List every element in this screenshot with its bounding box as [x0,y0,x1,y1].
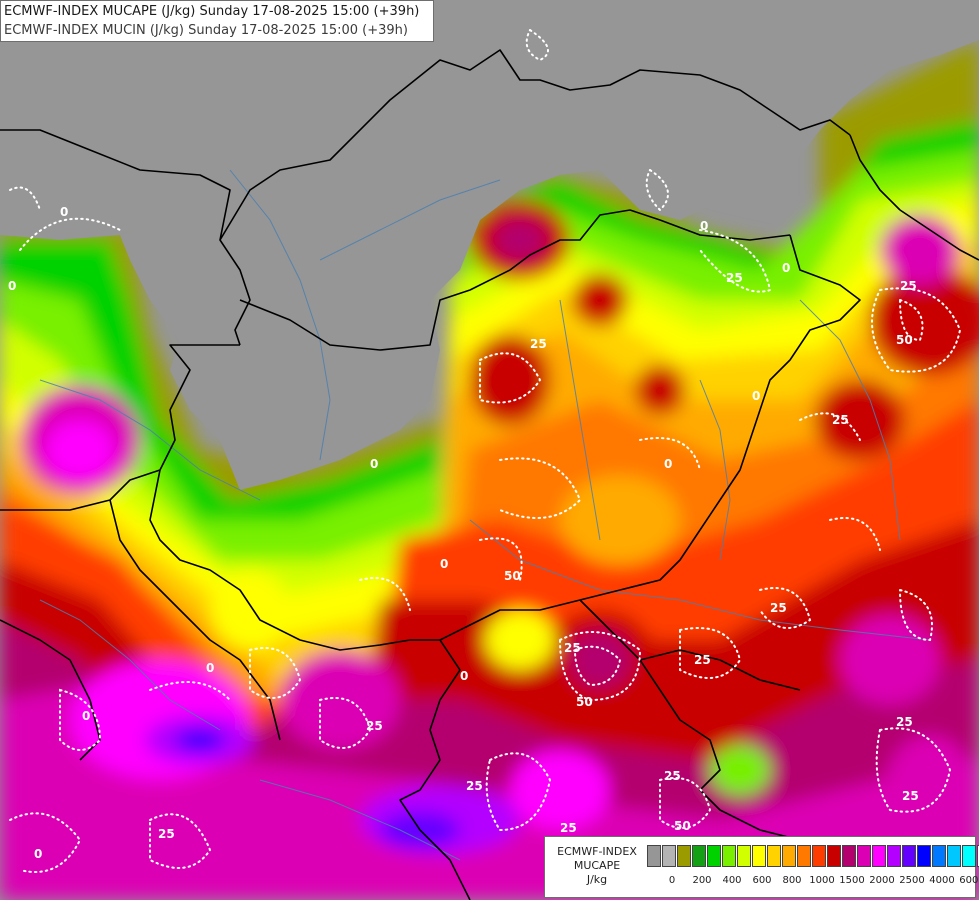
color-legend: ECMWF-INDEX MUCAPE J/kg 0 200 400 600 800 100… [544,836,979,898]
legend-swatch [722,845,736,867]
mucape-title: ECMWF-INDEX MUCAPE (J/kg) Sunday 17-08-2… [4,4,420,19]
legend-swatch [782,845,796,867]
cin-label: 25 [832,413,849,427]
cin-label: 0 [82,709,90,723]
cin-label: 0 [206,661,214,675]
legend-tick-label: 2500 [899,875,925,886]
legend-swatch [812,845,826,867]
legend-title-variable: MUCAPE [573,859,621,872]
legend-title: ECMWF-INDEX MUCAPE J/kg [549,845,645,887]
cin-label: 0 [8,279,16,293]
legend-swatch [737,845,751,867]
legend-swatch [797,845,811,867]
cin-label: 25 [694,653,711,667]
cin-label: 50 [504,569,521,583]
legend-swatch [902,845,916,867]
cin-label: 0 [700,219,708,233]
legend-swatch [872,845,886,867]
legend-unit: J/kg [586,873,608,886]
legend-tick-labels: 0 200 400 600 800 1000 1500 2000 2500 4000 6000 [647,875,979,889]
legend-swatch [767,845,781,867]
legend-swatch [947,845,961,867]
legend-swatch [752,845,766,867]
legend-swatch [707,845,721,867]
cin-label: 0 [782,261,790,275]
cin-contours [9,29,962,873]
cin-label: 25 [564,641,581,655]
cin-label: 0 [752,389,760,403]
legend-swatch [842,845,856,867]
legend-swatch [887,845,901,867]
legend-tick-label: 200 [692,875,712,886]
cin-label: 0 [460,669,468,683]
cin-label: 0 [60,205,68,219]
legend-tick-label: 400 [722,875,742,886]
rivers [39,169,931,861]
cin-label: 25 [896,715,913,729]
map-title-box: ECMWF-INDEX MUCAPE (J/kg) Sunday 17-08-2… [0,0,434,42]
mucin-title: ECMWF-INDEX MUCIN (J/kg) Sunday 17-08-20… [4,23,408,38]
cin-labels: 0 0 0 0 0 0 0 0 0 0 0 0 25 25 25 25 25 2… [8,205,919,861]
cin-label: 0 [34,847,42,861]
cin-label: 25 [158,827,175,841]
legend-swatch [932,845,946,867]
cin-label: 25 [726,271,743,285]
legend-swatch [647,845,661,867]
cin-label: 50 [674,819,691,833]
legend-title-model: ECMWF-INDEX [557,845,637,858]
legend-swatch [977,845,979,867]
legend-swatch [677,845,691,867]
cin-label: 0 [664,457,672,471]
legend-tick-label: 800 [782,875,802,886]
cin-label: 25 [770,601,787,615]
legend-swatch [857,845,871,867]
legend-swatch [662,845,676,867]
legend-swatch [917,845,931,867]
nodata-pannonian [120,70,600,490]
cin-label: 0 [370,457,378,471]
legend-tick-label: 600 [752,875,772,886]
legend-swatch [827,845,841,867]
cin-label: 25 [900,279,917,293]
cin-label: 0 [440,557,448,571]
legend-tick-label: 1000 [809,875,835,886]
cin-label: 25 [902,789,919,803]
legend-tick-label: 4000 [929,875,955,886]
legend-swatch [692,845,706,867]
legend-tick-label: 6000 [959,875,979,886]
cin-label: 25 [560,821,577,835]
cin-label: 25 [466,779,483,793]
country-borders [0,49,979,900]
legend-tick-label: 0 [668,875,676,886]
legend-tick-label: 2000 [869,875,895,886]
cin-label: 25 [664,769,681,783]
nodata-north [0,0,979,240]
legend-swatch [962,845,976,867]
cin-label: 50 [576,695,593,709]
cin-label: 50 [896,333,913,347]
legend-color-bar [647,845,979,867]
cin-label: 25 [530,337,547,351]
cin-label: 25 [366,719,383,733]
legend-tick-label: 1500 [839,875,865,886]
